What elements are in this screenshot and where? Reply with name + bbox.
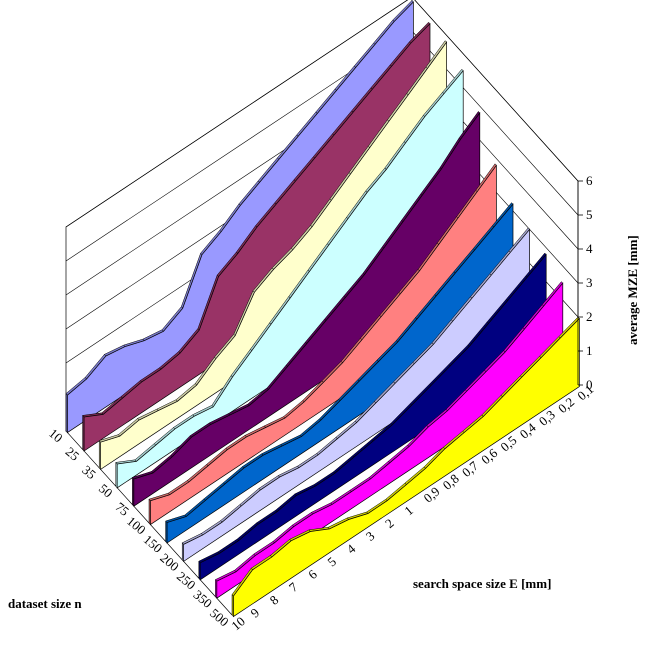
ribbon-end-cap — [65, 392, 68, 434]
y-axis-title: search space size E [mm] — [413, 576, 551, 591]
e-tick-label: 9 — [248, 605, 263, 621]
n-tick-label: 250 — [174, 568, 199, 592]
z-tick-label: 6 — [586, 173, 593, 188]
ribbon-end-cap — [98, 439, 101, 471]
z-tick-label: 3 — [586, 275, 593, 290]
n-tick-label: 10 — [46, 425, 66, 445]
ribbon-end-cap — [231, 593, 234, 618]
ribbon-n-200 — [181, 227, 530, 563]
ribbon-n-10 — [65, 0, 414, 434]
ribbon-n-150 — [165, 202, 514, 544]
n-tick-label: 100 — [124, 513, 149, 537]
ribbon-face — [199, 253, 547, 581]
ribbon-end-cap — [181, 542, 184, 563]
ribbon-n-350 — [214, 281, 564, 599]
ribbon-end-cap — [215, 578, 218, 599]
ribbon-face — [233, 317, 580, 618]
n-tick-label: 200 — [157, 550, 182, 574]
ribbon-n-25 — [82, 21, 431, 452]
ribbon-face — [183, 228, 530, 563]
ribbon-face — [166, 203, 514, 544]
z-tick-label: 5 — [586, 207, 593, 222]
ribbon-end-cap — [148, 498, 151, 526]
ribbon-face — [67, 1, 414, 434]
n-tick-label: 500 — [207, 605, 232, 629]
z-tick-label: 0 — [586, 377, 593, 392]
ribbon-n-500 — [231, 316, 580, 618]
ribbon-end-cap — [198, 560, 201, 581]
z-tick-label: 2 — [586, 309, 593, 324]
z-tick-label: 1 — [586, 343, 593, 358]
ribbon-end-cap — [115, 461, 118, 489]
gridline — [65, 0, 579, 228]
n-tick-label: 35 — [79, 462, 99, 482]
ribbon-n-100 — [148, 163, 497, 526]
e-tick-label: 5 — [324, 554, 339, 570]
e-tick-label: 6 — [305, 566, 320, 582]
ribbon-face — [216, 282, 564, 599]
z-tick-label: 4 — [586, 241, 593, 256]
n-tick-label: 50 — [96, 481, 116, 501]
ribbon-face — [83, 22, 431, 452]
ribbon-end-cap — [165, 520, 168, 544]
n-tick-label: 350 — [191, 587, 216, 611]
n-tick-label: 25 — [63, 444, 83, 464]
ribbon-face — [150, 164, 497, 526]
ribbon-end-cap — [132, 476, 135, 507]
x-axis-title: dataset size n — [8, 596, 82, 611]
e-tick-label: 7 — [286, 579, 301, 595]
n-tick-label: 75 — [113, 499, 133, 519]
z-axis: 0 1 2 3 4 5 6 — [577, 173, 593, 392]
ribbon-end-cap — [82, 414, 85, 452]
e-tick-label: 2 — [382, 515, 397, 531]
z-axis-title: average MZE [mm] — [625, 235, 640, 345]
e-tick-label: 3 — [363, 528, 378, 544]
e-tick-label: 4 — [344, 541, 359, 557]
e-tick-label: 8 — [267, 592, 282, 608]
n-tick-label: 150 — [141, 532, 166, 556]
ribbons — [65, 0, 580, 618]
ribbon-n-250 — [198, 252, 547, 581]
e-tick-label: 1 — [401, 503, 416, 519]
